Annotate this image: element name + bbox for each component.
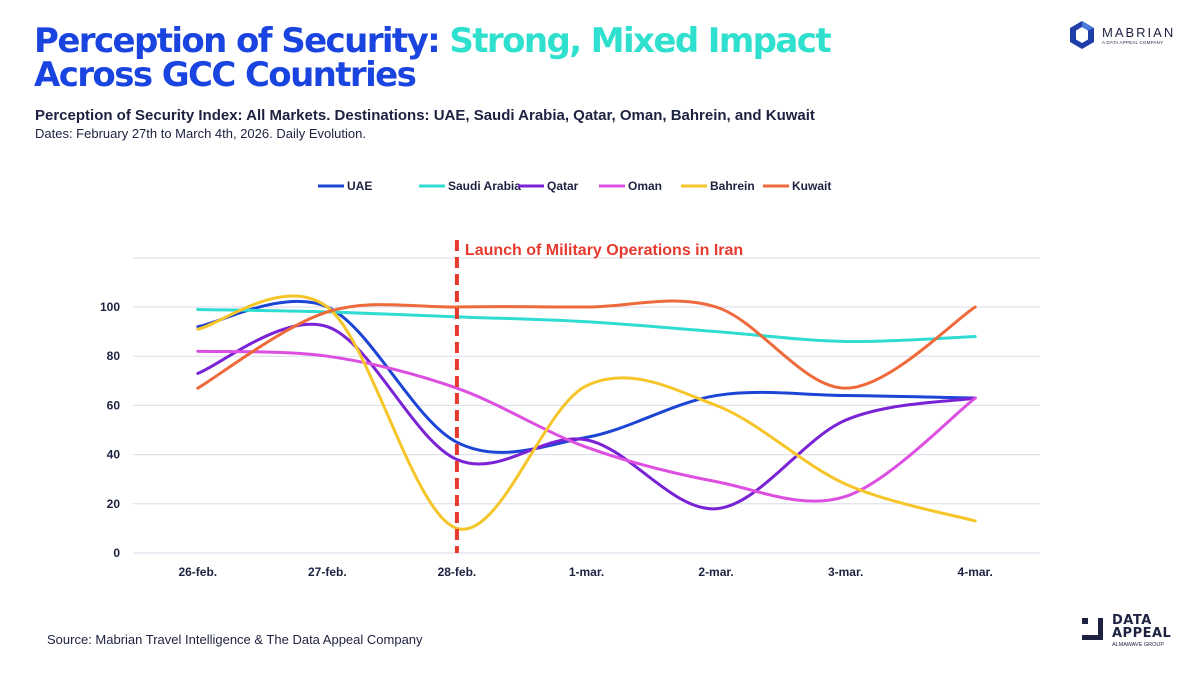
- mabrian-logo: MABRIAN A DATA APPEAL COMPANY: [1068, 20, 1175, 50]
- series-line-kuwait: [196, 299, 977, 390]
- legend-label: Oman: [628, 179, 662, 193]
- title-part1: Perception of Security:: [34, 21, 441, 61]
- x-tick-label: 2-mar.: [698, 565, 733, 579]
- legend-item: Saudi Arabia: [419, 179, 521, 193]
- x-tick-label: 4-mar.: [958, 565, 993, 579]
- legend-label: Kuwait: [792, 179, 831, 193]
- legend-label: Qatar: [547, 179, 579, 193]
- data-appeal-group: ALMAWAVE GROUP: [1112, 642, 1165, 648]
- legend-label: UAE: [347, 179, 372, 193]
- data-appeal-mark-icon: [1082, 618, 1103, 640]
- legend-label: Saudi Arabia: [448, 179, 521, 193]
- page-title: Perception of Security: Strong, Mixed Im…: [34, 21, 832, 95]
- x-tick-label: 26-feb.: [178, 565, 217, 579]
- annotation-label: Launch of Military Operations in Iran: [465, 242, 743, 259]
- title-part2: Strong, Mixed Impact: [449, 21, 831, 61]
- chart-subtitle: Perception of Security Index: All Market…: [35, 107, 815, 124]
- x-tick-label: 1-mar.: [569, 565, 604, 579]
- mabrian-name: MABRIAN: [1102, 25, 1176, 40]
- series-line-oman: [196, 349, 977, 503]
- y-tick-label: 0: [113, 546, 120, 560]
- title-line2: Across GCC Countries: [34, 55, 417, 95]
- series-line-qatar: [196, 322, 977, 511]
- y-tick-label: 80: [107, 349, 121, 363]
- y-tick-label: 60: [107, 398, 121, 412]
- y-tick-label: 40: [107, 448, 121, 462]
- legend-label: Bahrein: [710, 179, 755, 193]
- y-tick-label: 100: [100, 300, 120, 314]
- mabrian-tagline: A DATA APPEAL COMPANY: [1102, 40, 1164, 45]
- x-tick-label: 28-feb.: [438, 565, 477, 579]
- legend-item: UAE: [318, 179, 372, 193]
- series-line-bahrein: [196, 294, 977, 531]
- data-appeal-line1: DATA: [1112, 613, 1152, 628]
- x-tick-label: 3-mar.: [828, 565, 863, 579]
- legend-item: Qatar: [518, 179, 579, 193]
- y-tick-label: 20: [107, 497, 121, 511]
- x-tick-label: 27-feb.: [308, 565, 347, 579]
- mabrian-hexagon-icon: [1070, 21, 1094, 49]
- legend-item: Kuwait: [763, 179, 831, 193]
- chart-dates: Dates: February 27th to March 4th, 2026.…: [35, 126, 366, 141]
- legend-item: Bahrein: [681, 179, 755, 193]
- data-appeal-line2: APPEAL: [1112, 626, 1172, 641]
- source-note: Source: Mabrian Travel Intelligence & Th…: [47, 632, 423, 647]
- legend-item: Oman: [599, 179, 662, 193]
